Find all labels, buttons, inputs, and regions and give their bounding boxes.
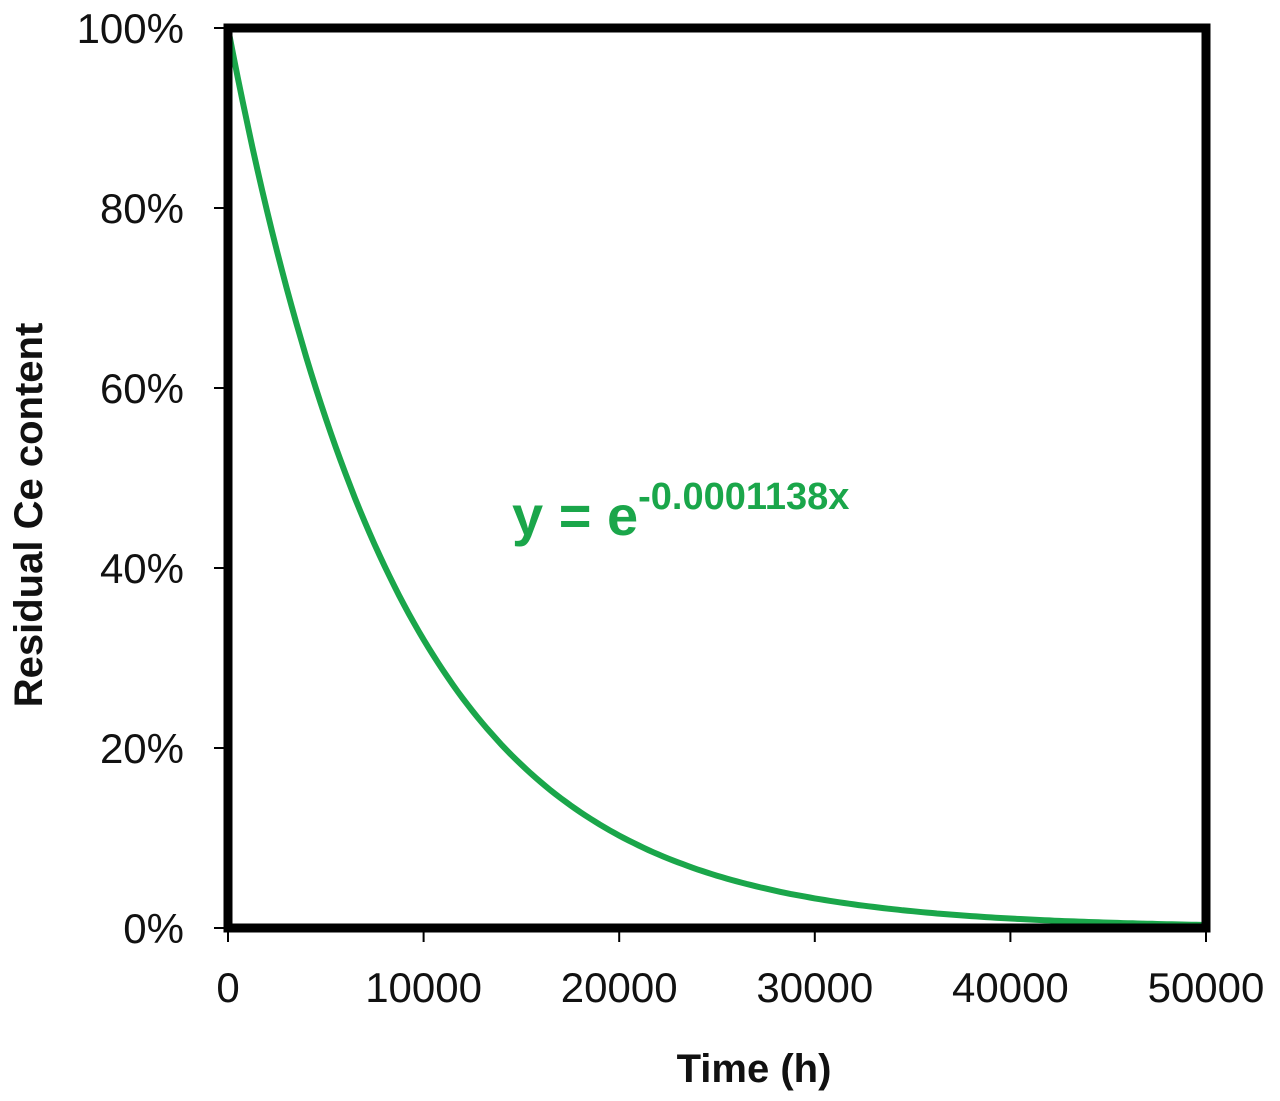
y-axis-label: Residual Ce content	[7, 323, 51, 708]
y-tick-label: 0%	[123, 905, 184, 952]
y-tick-label: 20%	[100, 725, 184, 772]
equation-base: y = e	[512, 484, 638, 547]
x-tick-label: 10000	[365, 964, 482, 1011]
y-tick-label: 60%	[100, 365, 184, 412]
x-axis-label: Time (h)	[677, 1047, 832, 1091]
x-axis-ticks: 0 10000 20000 30000 40000 50000	[216, 928, 1264, 1011]
decay-curve	[225, 27, 1207, 928]
x-tick-label: 50000	[1148, 964, 1265, 1011]
equation-annotation: y = e-0.0001138x	[512, 476, 849, 547]
x-tick-label: 20000	[561, 964, 678, 1011]
y-tick-label: 100%	[77, 5, 184, 52]
x-tick-label: 0	[216, 964, 239, 1011]
y-axis-ticks: 0% 20% 40% 60% 80% 100%	[77, 5, 228, 952]
x-tick-label: 30000	[756, 964, 873, 1011]
equation-exponent: -0.0001138x	[638, 476, 849, 518]
plot-frame	[223, 23, 1211, 933]
y-tick-label: 80%	[100, 185, 184, 232]
x-tick-label: 40000	[952, 964, 1069, 1011]
y-tick-label: 40%	[100, 545, 184, 592]
